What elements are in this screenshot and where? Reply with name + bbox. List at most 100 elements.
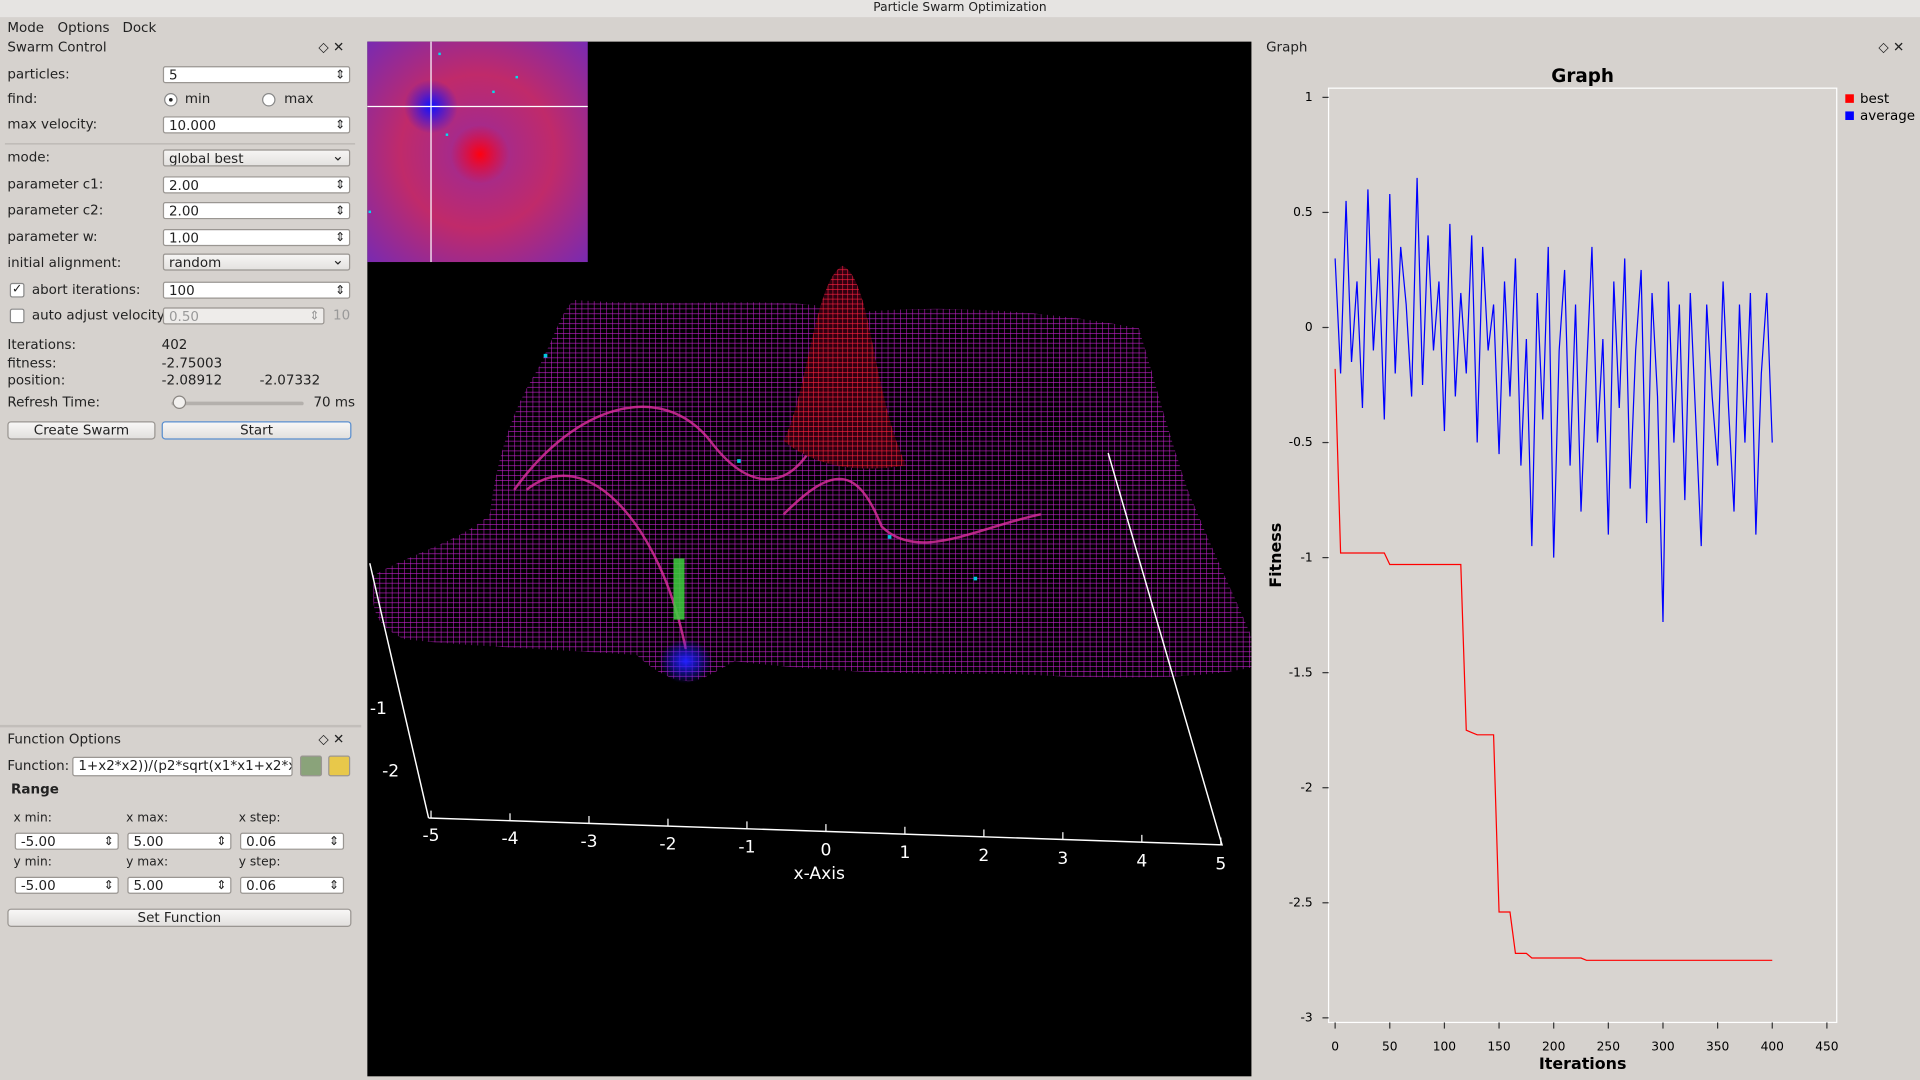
y-tick-label: -1 [1300,550,1312,564]
menu-item[interactable]: Mode [7,19,45,36]
set-function-button[interactable]: Set Function [7,908,352,927]
x-step-input[interactable]: 0.06 [240,832,345,850]
auto-input[interactable]: 0.50 [162,307,325,325]
y-tick-label: -3 [1300,1011,1312,1025]
x-axis-tick-label: 4 [1136,852,1147,872]
plot-function-button[interactable] [300,755,323,777]
menu-item[interactable]: Dock [122,19,157,36]
x-tick-label: 250 [1597,1040,1620,1054]
c1-input[interactable]: 2.00 [162,176,351,194]
abort-checkbox[interactable]: ✓ [9,282,25,298]
best-particle [673,558,685,620]
title-bar [0,0,1920,18]
create-swarm-button[interactable]: Create Swarm [7,421,156,440]
slider-track[interactable] [171,401,304,406]
alignment-select[interactable]: random [162,253,351,271]
x-axis-tick-label: 5 [1215,854,1226,874]
minimap-crosshair [367,41,588,263]
y-tick-label: 1 [1305,90,1313,104]
label: x step: [238,811,281,826]
max-velocity-input[interactable]: 10.000 [162,116,351,134]
x-tick-label: 50 [1382,1040,1398,1054]
x-tick-label: 350 [1706,1040,1729,1054]
y-tick-label: 0 [1305,320,1313,334]
x-tick-label: 300 [1651,1040,1674,1054]
y-step-input[interactable]: 0.06 [240,876,345,894]
start-button[interactable]: Start [161,421,352,440]
series-line [1334,177,1773,623]
surface-peak [783,265,907,469]
label: x max: [126,811,169,826]
dock-buttons[interactable]: ◇ ✕ [318,39,345,56]
window-title: Particle Swarm Optimization [873,1,1047,15]
c2-input[interactable]: 2.00 [162,202,351,220]
y-tick-label: 0.5 [1293,205,1312,219]
slider-handle[interactable] [172,395,187,409]
x-axis-tick-label: 2 [978,846,989,866]
label: auto adjust velocity: [31,307,169,324]
y-tick-label: -1.5 [1289,665,1313,679]
x-axis-tick-label: 1 [899,843,910,863]
radio-label: max [284,90,314,107]
label: x min: [13,811,52,826]
menu-item[interactable]: Options [57,19,110,36]
label: position: [7,372,66,389]
label: mode: [7,149,51,166]
y-tick-label: -2.5 [1289,895,1313,909]
label: parameter w: [7,228,98,245]
x-tick-label: 200 [1542,1040,1565,1054]
x-axis-title: Iterations [1539,1054,1627,1073]
x-min-input[interactable]: -5.00 [14,832,119,850]
y-tick-label: -0.5 [1289,435,1313,449]
auto-extra: 10 [333,307,351,324]
radio-label: min [184,90,211,107]
dock-title: Graph [1266,39,1308,56]
function-input[interactable]: 1+x2*x2))/(p2*sqrt(x1*x1+x2*x2)) [72,756,293,777]
abort-input[interactable]: 100 [162,281,351,299]
label: y max: [126,855,169,870]
y-tick-label: -2 [1300,780,1312,794]
x-axis-tick-label: 0 [820,840,831,860]
refresh-value: 70 ms [313,394,356,411]
dock-buttons[interactable]: ◇ ✕ [1878,39,1905,56]
iterations-value: 402 [161,336,188,353]
w-input[interactable]: 1.00 [162,228,351,247]
label: particles: [7,66,70,83]
legend-label: best [1860,92,1889,107]
x-axis-tick-label: 3 [1057,849,1068,869]
x-axis-tick-label: -2 [659,835,676,855]
mode-select[interactable]: global best [162,149,351,167]
dock-buttons[interactable]: ◇ ✕ [318,731,345,747]
dock-title: Swarm Control [7,39,107,56]
radio-min[interactable] [164,93,178,107]
particles-input[interactable]: 5 [162,66,351,84]
x-tick-label: 0 [1331,1040,1339,1054]
x-axis-tick-label: -1 [738,837,755,857]
group-title: Range [11,781,59,798]
label: parameter c2: [7,202,104,218]
minimap-particles [368,52,518,214]
chart-title: Graph [1551,66,1614,87]
label: max velocity: [7,116,98,133]
x-tick-label: 450 [1815,1040,1838,1054]
x-max-input[interactable]: 5.00 [127,832,232,850]
x-tick-label: 100 [1433,1040,1456,1054]
x-axis-tick-label: -3 [580,832,597,852]
x-tick-label: 150 [1487,1040,1510,1054]
open-file-button[interactable] [328,755,351,777]
y-min-input[interactable]: -5.00 [14,876,119,894]
label: y step: [238,855,281,870]
y-max-input[interactable]: 5.00 [127,876,232,894]
x-axis-tick-label: -5 [422,826,439,846]
axis-frame [369,452,1224,846]
splitter[interactable] [0,724,362,728]
x-axis-tick-label: -4 [501,829,518,849]
y-axis-tick-label: -1 [370,699,387,719]
position-y: -2.07332 [259,372,321,389]
auto-checkbox[interactable] [9,308,25,324]
y-axis-title: Fitness [1266,523,1285,588]
radio-max[interactable] [262,93,276,107]
dock-title: Function Options [7,731,121,747]
